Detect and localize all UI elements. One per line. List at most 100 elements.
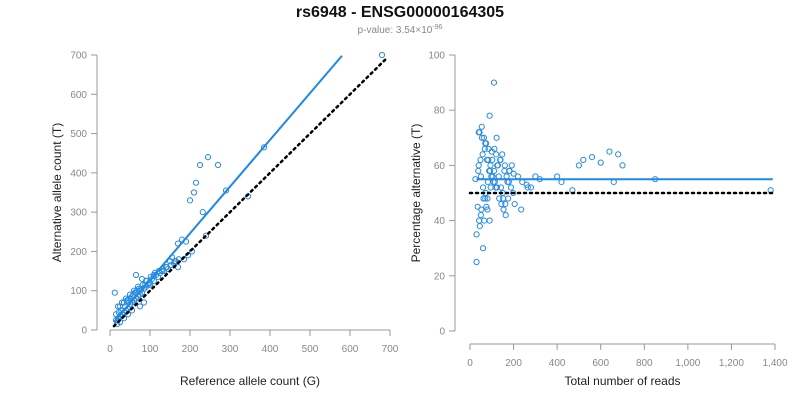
chart1-data-point: [136, 303, 144, 310]
chart2-data-point: [580, 156, 587, 163]
chart2-data-point: [476, 129, 483, 136]
chart1-data-point: [140, 299, 148, 306]
chart2-data-point: [507, 184, 515, 191]
chart2-x-tick-label: 1,000: [675, 358, 700, 369]
chart2-data-point: [484, 195, 491, 202]
chart2-x-tick-label: 400: [549, 358, 566, 369]
chart2-data-point: [485, 156, 492, 163]
chart2-data-point: [518, 206, 525, 213]
chart1-x-tick-label: 200: [182, 344, 199, 355]
chart2-data-point: [490, 79, 498, 86]
chart2-data-point: [476, 223, 483, 230]
chart2-data-point: [523, 181, 530, 188]
chart2-data-point: [493, 134, 500, 141]
chart2-data-point: [588, 154, 596, 161]
chart1-data-point: [131, 289, 138, 296]
chart1-x-tick-label: 300: [222, 344, 239, 355]
p-value-text: p-value: 3.54×10: [357, 25, 433, 36]
chart2-data-point: [481, 145, 488, 152]
chart2-x-tick-label: 1,200: [719, 358, 744, 369]
chart1-data-point: [114, 303, 122, 310]
chart2-x-tick-label: 1,400: [762, 358, 787, 369]
chart2-data-point: [473, 258, 480, 266]
chart2-data-point: [606, 148, 613, 155]
chart1-data-point: [378, 51, 386, 59]
chart1-data-point: [199, 209, 206, 216]
chart2-x-axis-label: Total number of reads: [564, 374, 680, 388]
chart2-data-point: [496, 195, 503, 202]
chart2-data-point: [575, 162, 583, 169]
chart2-data-point: [481, 217, 488, 224]
chart1-data-point: [132, 271, 140, 279]
chart2-data-point: [479, 245, 487, 252]
chart2-data-point: [486, 112, 493, 119]
chart2-data-point: [524, 184, 531, 191]
chart2-data-point: [597, 159, 604, 166]
chart2-data-point: [496, 156, 504, 163]
chart2-y-tick-label: 100: [428, 51, 445, 62]
chart1-y-axis-label: Alternative allele count (T): [50, 123, 64, 262]
chart2-data-point: [473, 231, 480, 238]
chart1-data-point: [204, 154, 212, 161]
chart2-data-point: [619, 162, 626, 169]
chart1-data-point: [167, 262, 174, 269]
chart1-x-tick-label: 0: [107, 344, 113, 355]
chart1-data-point: [202, 232, 210, 239]
chart2-data-point: [511, 200, 518, 208]
chart2-data-point: [475, 162, 482, 169]
chart2-x-tick-label: 600: [592, 358, 609, 369]
chart1-data-point: [214, 161, 222, 169]
chart2-data-point: [491, 145, 498, 152]
chart1-y-tick-label: 600: [70, 90, 87, 101]
chart1-reference-line: [112, 57, 388, 328]
chart1-y-tick-label: 100: [70, 286, 87, 297]
chart2-y-tick-label: 60: [434, 161, 446, 172]
chart1-data-point: [196, 161, 204, 169]
chart1-data-point: [222, 187, 230, 194]
chart2-x-tick-label: 200: [505, 358, 522, 369]
chart2-y-tick-label: 40: [434, 216, 446, 227]
chart2-y-tick-label: 0: [439, 327, 445, 338]
chart2-data-point: [493, 184, 501, 191]
chart2-data-point: [502, 211, 509, 219]
chart1-y-tick-label: 0: [81, 326, 87, 337]
chart2-data-point: [483, 140, 490, 147]
chart2-data-point: [477, 211, 484, 219]
chart2-data-point: [498, 200, 505, 208]
chart1-y-tick-label: 300: [70, 208, 87, 219]
chart2-data-point: [510, 189, 517, 197]
chart2-data-point: [527, 184, 535, 191]
chart2-data-point: [493, 151, 500, 158]
chart2-data-point: [484, 206, 491, 213]
chart2-data-point: [506, 167, 513, 175]
chart2-y-tick-label: 20: [434, 271, 446, 282]
chart2-data-point: [494, 162, 501, 169]
chart1-y-tick-label: 400: [70, 168, 87, 179]
chart2-y-tick-label: 80: [434, 106, 446, 117]
p-value-exponent: -96: [432, 24, 443, 31]
chart1-x-tick-label: 500: [302, 344, 319, 355]
chart2-data-point: [483, 203, 490, 210]
chart1-fit-line: [113, 55, 343, 323]
chart1-x-axis-label: Reference allele count (G): [180, 374, 320, 388]
chart2-data-point: [487, 162, 494, 169]
chart1-data-point: [192, 179, 200, 186]
chart2-data-point: [499, 151, 506, 158]
chart2-data-point: [479, 151, 486, 158]
chart1-x-tick-label: 600: [342, 344, 359, 355]
chart1-data-point: [260, 144, 268, 151]
chart2-data-point: [500, 206, 507, 213]
chart2-data-point: [476, 217, 483, 224]
chart2-x-tick-label: 800: [636, 358, 653, 369]
chart2-data-point: [478, 134, 486, 141]
chart2-data-point: [505, 195, 512, 202]
chart2-data-point: [489, 156, 496, 163]
chart2-y-axis-label: Percentage alternative (T): [409, 124, 423, 263]
chart1-y-tick-label: 200: [70, 247, 87, 258]
chart-subtitle: p-value: 3.54×10-96: [0, 24, 800, 36]
chart2-data-point: [480, 195, 487, 202]
chart1-data-point: [190, 189, 198, 196]
chart1-x-tick-label: 700: [382, 344, 399, 355]
chart2-data-point: [500, 195, 507, 202]
